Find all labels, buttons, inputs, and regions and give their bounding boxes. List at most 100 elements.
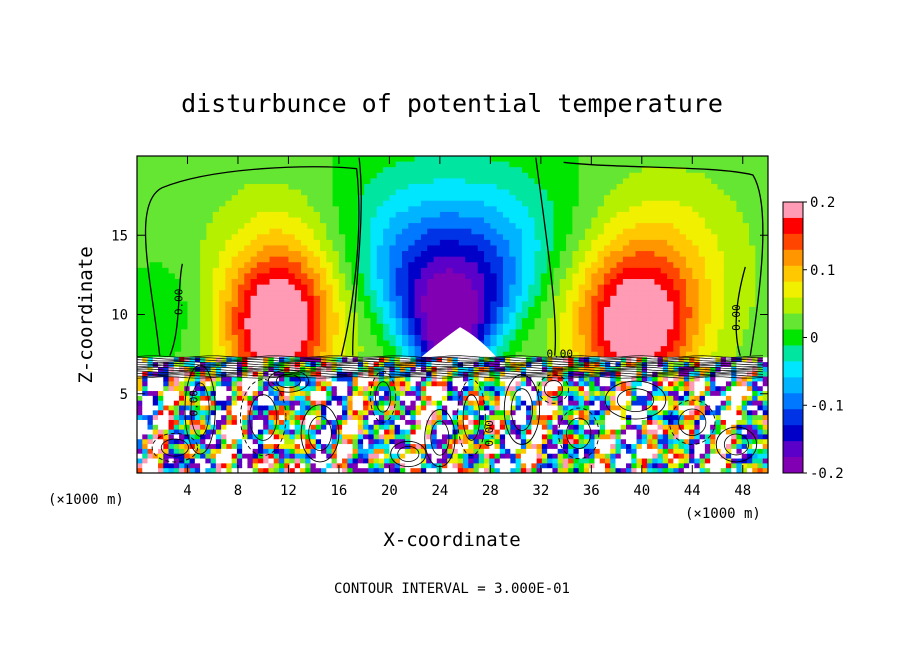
field-cell <box>351 346 359 353</box>
field-cell <box>378 386 385 392</box>
field-cell <box>572 200 580 207</box>
field-cell <box>231 262 239 269</box>
field-cell <box>294 228 302 235</box>
field-cell <box>509 273 517 280</box>
field-cell <box>142 381 149 387</box>
field-cell <box>370 223 378 230</box>
field-cell <box>278 434 285 440</box>
field-cell <box>142 386 149 392</box>
field-cell <box>711 223 719 230</box>
field-cell <box>431 400 438 407</box>
field-cell <box>336 410 343 416</box>
field-cell <box>383 167 390 174</box>
field-cell <box>402 211 409 219</box>
field-cell <box>319 301 327 308</box>
field-cell <box>730 340 738 347</box>
field-cell <box>269 161 277 168</box>
field-cell <box>206 340 214 347</box>
field-cell <box>591 334 599 342</box>
field-cell <box>439 334 447 342</box>
field-cell <box>181 245 189 252</box>
field-cell <box>660 329 668 336</box>
field-cell <box>326 318 334 325</box>
field-cell <box>427 334 435 342</box>
field-cell <box>174 200 182 207</box>
field-cell <box>212 234 220 241</box>
field-cell <box>755 211 763 219</box>
field-cell <box>515 284 523 291</box>
field-cell <box>410 434 417 440</box>
field-cell <box>383 284 390 291</box>
field-cell <box>410 371 417 378</box>
field-cell <box>446 161 454 168</box>
field-cell <box>540 156 548 163</box>
field-cell <box>301 206 308 213</box>
field-cell <box>730 251 738 258</box>
field-cell <box>168 448 175 455</box>
field-cell <box>717 262 725 269</box>
field-cell <box>603 318 611 325</box>
field-cell <box>521 200 529 207</box>
field-cell <box>730 334 738 342</box>
field-cell <box>278 357 285 363</box>
field-cell <box>307 200 315 207</box>
field-cell <box>490 223 498 230</box>
field-cell <box>490 262 498 269</box>
field-cell <box>215 453 222 460</box>
field-cell <box>252 357 259 363</box>
field-cell <box>357 448 364 455</box>
field-cell <box>723 189 731 196</box>
field-cell <box>338 178 346 185</box>
field-cell <box>331 400 338 407</box>
field-cell <box>502 340 510 347</box>
field-cell <box>219 256 226 263</box>
field-cell <box>629 156 637 163</box>
field-cell <box>155 167 163 174</box>
field-cell <box>616 178 624 185</box>
field-cell <box>484 251 491 258</box>
field-cell <box>278 400 285 407</box>
field-cell <box>168 295 176 302</box>
field-cell <box>347 429 354 436</box>
field-cell <box>278 419 285 426</box>
field-cell <box>635 211 643 219</box>
field-cell <box>225 172 233 179</box>
field-cell <box>345 200 353 207</box>
field-cell <box>351 323 359 330</box>
field-cell <box>162 267 170 275</box>
field-cell <box>263 206 271 213</box>
field-cell <box>484 306 491 314</box>
field-cell <box>219 334 226 342</box>
field-cell <box>452 228 460 235</box>
field-cell <box>603 172 611 179</box>
field-cell <box>368 410 375 416</box>
field-cell <box>433 195 441 202</box>
field-cell <box>273 362 280 368</box>
field-cell <box>219 279 226 286</box>
field-cell <box>215 400 222 407</box>
field-cell <box>193 351 201 358</box>
field-cell <box>364 340 372 347</box>
field-cell <box>300 453 306 460</box>
field-cell <box>446 167 454 174</box>
field-cell <box>761 228 768 235</box>
field-cell <box>704 306 712 314</box>
field-cell <box>559 301 567 308</box>
field-cell <box>471 251 479 258</box>
field-cell <box>268 468 275 473</box>
field-cell <box>540 334 548 342</box>
field-cell <box>163 357 170 363</box>
field-cell <box>212 156 220 163</box>
field-cell <box>446 256 454 263</box>
field-cell <box>436 371 443 378</box>
field-cell <box>426 439 433 445</box>
field-cell <box>149 267 157 275</box>
field-cell <box>282 156 290 163</box>
field-cell <box>225 239 233 247</box>
field-cell <box>439 312 447 319</box>
field-cell <box>471 301 479 308</box>
field-cell <box>206 217 214 224</box>
field-cell <box>641 183 649 191</box>
field-cell <box>420 290 428 297</box>
